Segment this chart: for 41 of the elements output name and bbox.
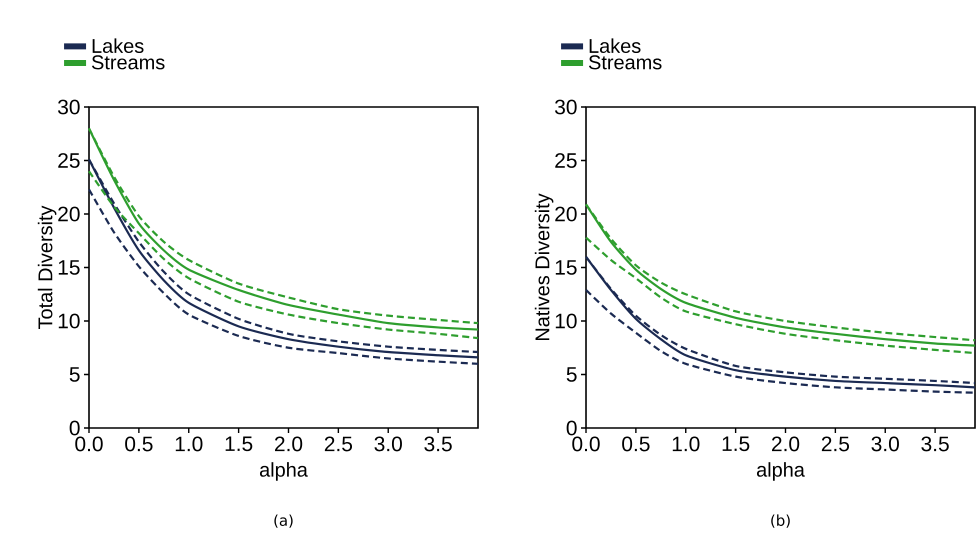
y-tick-label: 25	[555, 153, 577, 168]
y-tick-label: 10	[58, 314, 80, 328]
x-tick-label: 3.5	[424, 436, 452, 452]
x-tick-label: 3.0	[871, 436, 899, 452]
x-tick-label: 3.0	[374, 436, 402, 452]
legend-label: Lakes	[590, 38, 640, 54]
legend-label: Streams	[92, 55, 165, 70]
x-tick-label: 0.0	[75, 436, 103, 452]
y-tick-label: 20	[555, 206, 577, 222]
x-axis-title: alpha	[260, 462, 308, 481]
x-tick-label: 2.0	[772, 436, 800, 452]
x-tick-label: 2.0	[274, 436, 302, 452]
y-tick-label: 15	[58, 260, 80, 275]
x-tick-label: 2.5	[324, 436, 352, 452]
x-axis-title: alpha	[756, 462, 805, 481]
legend-label: Lakes	[92, 38, 144, 54]
y-tick-label: 5	[566, 367, 577, 382]
text: (a)	[274, 514, 293, 528]
x-tick-label: 1.5	[722, 436, 750, 452]
text: (b)	[771, 514, 790, 528]
y-tick-label: 20	[58, 206, 80, 222]
y-tick-label: 25	[58, 153, 80, 168]
legend-label: Streams	[588, 55, 662, 70]
y-axis-title: Total Diversity	[38, 206, 56, 330]
x-tick-label: 0.5	[125, 436, 153, 452]
x-tick-label: 2.5	[822, 436, 850, 452]
y-axis-title: Natives Diversity	[534, 193, 554, 340]
y-tick-label: 0	[566, 420, 577, 436]
x-tick-label: 0.0	[572, 436, 600, 452]
y-tick-label: 15	[556, 260, 577, 275]
y-tick-label: 30	[58, 100, 80, 114]
y-tick-label: 30	[555, 100, 577, 114]
x-tick-label: 1.5	[226, 436, 252, 452]
y-tick-label: 10	[556, 314, 577, 328]
x-tick-label: 3.5	[921, 436, 949, 452]
x-tick-label: 1.0	[176, 436, 202, 452]
y-tick-label: 0	[70, 420, 80, 436]
x-tick-label: 0.5	[622, 436, 650, 452]
y-tick-label: 5	[70, 367, 80, 382]
x-tick-label: 1.0	[672, 436, 700, 452]
line-series	[88, 188, 480, 365]
